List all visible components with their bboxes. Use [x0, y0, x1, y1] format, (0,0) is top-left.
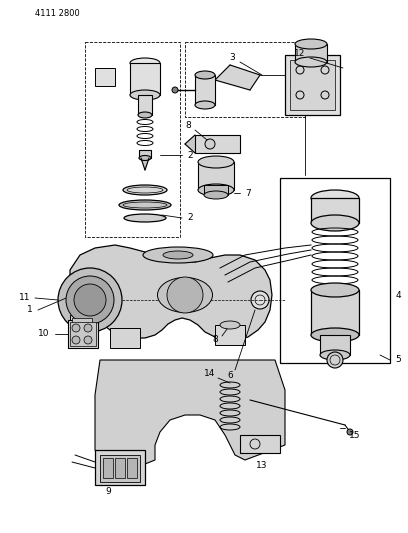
Bar — [240, 435, 280, 453]
Bar — [103, 458, 113, 478]
Ellipse shape — [220, 321, 240, 329]
Circle shape — [167, 277, 203, 313]
Circle shape — [205, 139, 215, 149]
Text: 14: 14 — [204, 369, 216, 378]
Text: 4: 4 — [395, 290, 401, 300]
Circle shape — [72, 324, 80, 332]
Bar — [320, 335, 350, 355]
Text: 2: 2 — [187, 214, 193, 222]
Circle shape — [74, 284, 106, 316]
Bar — [127, 458, 137, 478]
Ellipse shape — [311, 190, 359, 206]
Bar — [195, 135, 240, 153]
Ellipse shape — [198, 184, 234, 196]
Bar — [68, 320, 98, 348]
Circle shape — [84, 324, 92, 332]
Bar — [95, 450, 145, 485]
Bar — [204, 185, 228, 195]
Circle shape — [84, 336, 92, 344]
Ellipse shape — [124, 214, 166, 222]
Bar — [185, 42, 305, 117]
Text: 4111 2800: 4111 2800 — [35, 10, 80, 19]
Text: 5: 5 — [395, 356, 401, 365]
Circle shape — [327, 352, 343, 368]
Circle shape — [72, 336, 80, 344]
Ellipse shape — [195, 101, 215, 109]
Bar — [195, 75, 215, 105]
Circle shape — [251, 291, 269, 309]
Bar — [110, 328, 140, 348]
Polygon shape — [70, 245, 272, 340]
Text: 1: 1 — [27, 305, 33, 314]
Polygon shape — [185, 135, 195, 153]
Bar — [311, 198, 359, 223]
Text: 12: 12 — [294, 50, 306, 59]
Bar — [70, 315, 95, 345]
Text: 8: 8 — [185, 122, 191, 131]
Ellipse shape — [311, 328, 359, 342]
Text: 2: 2 — [187, 150, 193, 159]
Bar — [198, 162, 234, 190]
Ellipse shape — [204, 191, 228, 199]
Ellipse shape — [139, 156, 151, 160]
Bar — [215, 325, 245, 345]
Ellipse shape — [320, 350, 350, 360]
Ellipse shape — [195, 71, 215, 79]
Circle shape — [347, 429, 353, 435]
Circle shape — [66, 276, 114, 324]
Ellipse shape — [163, 251, 193, 259]
Ellipse shape — [130, 58, 160, 68]
Polygon shape — [95, 360, 285, 470]
Ellipse shape — [295, 57, 327, 67]
Text: 7: 7 — [245, 189, 251, 198]
Circle shape — [172, 87, 178, 93]
Bar — [139, 150, 151, 158]
Ellipse shape — [311, 283, 359, 297]
Ellipse shape — [157, 278, 213, 312]
Ellipse shape — [311, 215, 359, 231]
Bar — [130, 63, 160, 95]
Polygon shape — [141, 158, 149, 170]
Ellipse shape — [119, 200, 171, 210]
Circle shape — [58, 268, 122, 332]
Bar — [290, 60, 335, 110]
Bar — [280, 178, 390, 363]
Text: 6: 6 — [227, 370, 233, 379]
Polygon shape — [215, 65, 260, 90]
Ellipse shape — [130, 90, 160, 100]
Ellipse shape — [295, 39, 327, 49]
Text: 9: 9 — [105, 488, 111, 497]
Bar — [138, 95, 152, 115]
Ellipse shape — [138, 112, 152, 118]
Ellipse shape — [123, 185, 167, 195]
Text: 15: 15 — [349, 431, 361, 440]
Ellipse shape — [198, 156, 234, 168]
Text: 13: 13 — [256, 462, 268, 471]
Text: 11: 11 — [19, 294, 31, 303]
Bar — [295, 44, 327, 62]
Text: 8: 8 — [212, 335, 218, 344]
Text: 3: 3 — [229, 53, 235, 62]
Bar — [311, 290, 359, 335]
Bar — [100, 455, 140, 482]
Bar — [85, 42, 180, 237]
Ellipse shape — [143, 247, 213, 263]
Text: 10: 10 — [38, 329, 50, 338]
Bar — [72, 318, 92, 343]
Bar — [95, 68, 115, 86]
Bar — [115, 458, 125, 478]
Bar — [70, 322, 96, 346]
Bar — [285, 55, 340, 115]
